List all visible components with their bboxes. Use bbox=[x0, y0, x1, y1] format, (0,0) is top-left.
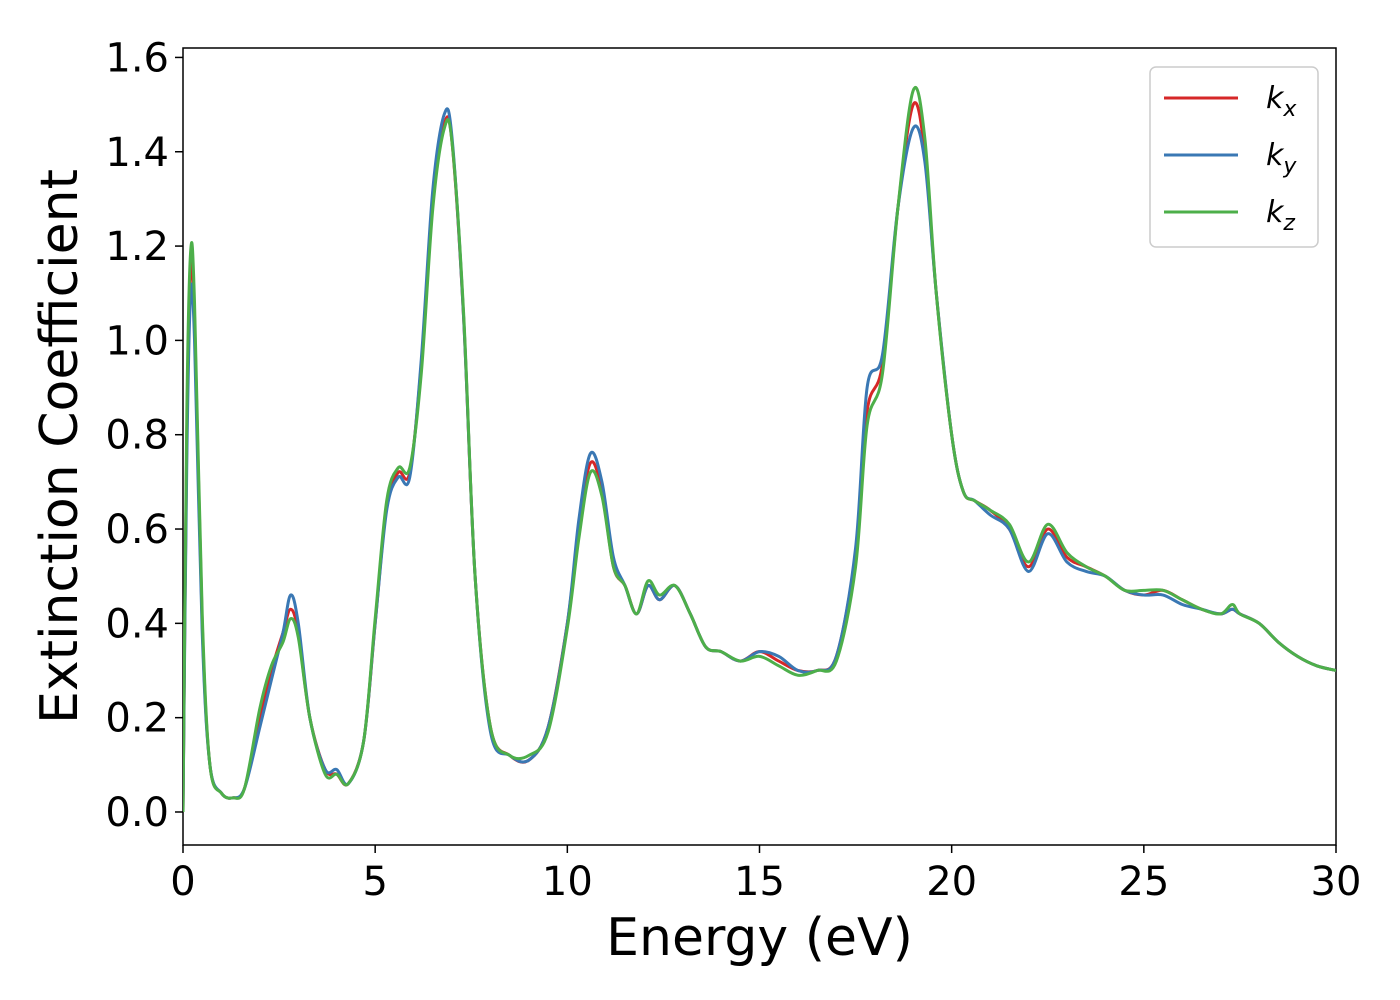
legend-box bbox=[1149, 66, 1319, 248]
y-tick-label: 0.2 bbox=[105, 696, 169, 742]
legend-label-kx: kx bbox=[1266, 81, 1297, 122]
y-tick-label: 1.2 bbox=[105, 224, 169, 270]
y-tick-label: 0.8 bbox=[105, 413, 169, 459]
y-tick-label: 1.6 bbox=[105, 35, 169, 81]
x-tick-label: 5 bbox=[362, 859, 387, 905]
y-tick-label: 1.4 bbox=[105, 130, 169, 176]
x-tick-label: 30 bbox=[1311, 859, 1362, 905]
series-line-kz bbox=[183, 86, 1336, 813]
x-tick-label: 20 bbox=[926, 859, 977, 905]
series-layer bbox=[183, 86, 1336, 813]
y-tick-label: 1.0 bbox=[105, 318, 169, 364]
y-tick-label: 0.6 bbox=[105, 507, 169, 553]
legend-label-main: k bbox=[1266, 81, 1285, 116]
legend-label-main: k bbox=[1266, 138, 1285, 173]
legend-label-subscript: x bbox=[1282, 97, 1297, 122]
x-axis-ticks: 0 5 10 15 20 25 30 bbox=[170, 845, 1361, 905]
x-tick-label: 10 bbox=[542, 859, 593, 905]
legend-label-kz: kz bbox=[1266, 195, 1295, 236]
x-tick-label: 15 bbox=[734, 859, 785, 905]
x-axis-title: Energy (eV) bbox=[606, 908, 913, 968]
x-tick-label: 0 bbox=[170, 859, 195, 905]
legend-label-subscript: z bbox=[1282, 211, 1295, 236]
y-axis-ticks: 0.0 0.2 0.4 0.6 0.8 1.0 1.2 1.4 1.6 bbox=[105, 35, 183, 836]
y-tick-label: 0.4 bbox=[105, 601, 169, 647]
y-tick-label: 0.0 bbox=[105, 790, 169, 836]
x-tick-label: 25 bbox=[1118, 859, 1169, 905]
legend-label-main: k bbox=[1266, 195, 1285, 230]
legend-label-ky: ky bbox=[1266, 138, 1297, 179]
legend-label-subscript: y bbox=[1282, 154, 1297, 179]
y-axis-title: Extinction Coefficient bbox=[30, 169, 90, 724]
